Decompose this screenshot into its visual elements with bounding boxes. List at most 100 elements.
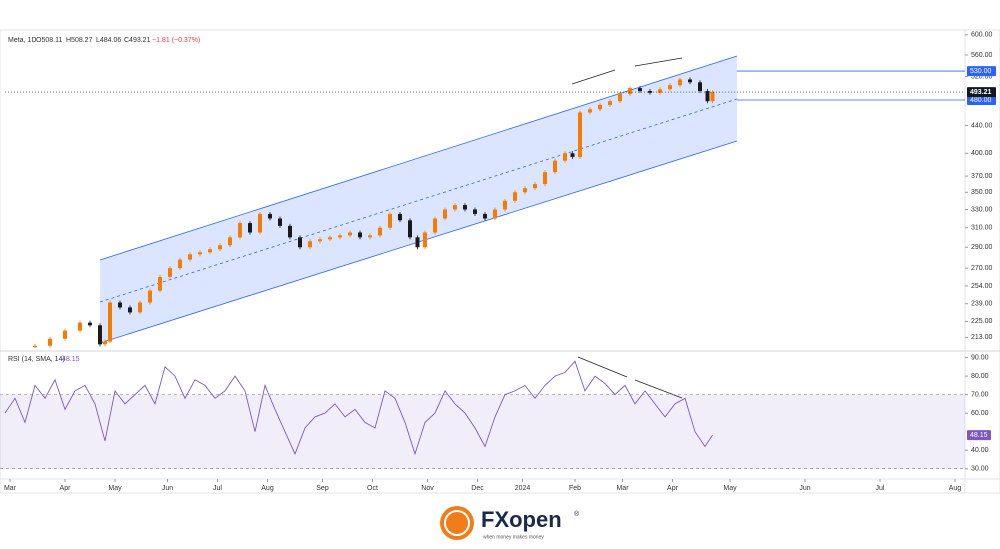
candle-body [483, 213, 487, 219]
candle-body [408, 220, 412, 238]
candle-body [198, 252, 202, 255]
y-tick-label: 370.00 [971, 173, 993, 180]
y-tick-label: 270.00 [971, 265, 993, 272]
candle-body [98, 325, 102, 345]
candle-body [178, 259, 182, 269]
level-label: 480.00 [970, 97, 992, 104]
candle-body [228, 237, 232, 246]
x-tick-label: Jul [213, 485, 222, 492]
candle-body [218, 245, 222, 250]
rsi-line [4, 360, 713, 456]
candle-body [348, 232, 352, 236]
candle-body [533, 184, 537, 189]
candle-body [33, 345, 37, 348]
candle-body [288, 225, 292, 238]
candle-body [598, 104, 602, 110]
x-tick-label: Aug [949, 485, 962, 492]
candle-body [668, 85, 672, 90]
y-tick-label: 80.00 [971, 373, 989, 380]
candle-body [308, 241, 312, 248]
y-tick-label: 213.00 [971, 334, 993, 341]
candle-body [208, 249, 212, 253]
logo-name: FXopen [481, 507, 562, 532]
y-tick-label: 254.00 [971, 283, 993, 290]
candle-body [443, 209, 447, 219]
candle-body [588, 109, 592, 113]
candle-body [318, 239, 322, 242]
candle-body [398, 213, 402, 221]
candle-body [423, 232, 427, 248]
y-tick-label: 330.00 [971, 206, 993, 213]
rsi-title: RSI (14, SMA, 14) [8, 356, 65, 363]
rsi-divergence-line [577, 356, 628, 378]
candle-body [258, 213, 262, 233]
candle-body [658, 89, 662, 93]
candle-body [368, 235, 372, 238]
candle-body [473, 209, 477, 214]
rsi-divergence-line [634, 379, 683, 399]
candle-body [358, 232, 362, 238]
candle-body [578, 112, 582, 157]
candle-body [238, 223, 242, 238]
candle-body [698, 82, 702, 92]
divergence-line [634, 57, 683, 67]
y-tick-label: 440.00 [971, 122, 993, 129]
y-tick-label: 60.00 [971, 410, 989, 417]
legend-text: Meta, 1D [8, 37, 36, 44]
candle-body [553, 160, 557, 173]
x-tick-label: Jul [876, 485, 885, 492]
last-price-box [967, 87, 996, 98]
x-tick-label: May [723, 485, 737, 492]
rsi-value: 48.15 [62, 356, 80, 363]
rsi-last-box [967, 430, 991, 441]
candle-body [705, 91, 710, 102]
candle-body [563, 153, 567, 161]
candle-body [108, 302, 112, 342]
y-tick-label: 239.00 [971, 301, 993, 308]
y-tick-label: 600.00 [971, 32, 993, 39]
candle-body [118, 302, 122, 308]
x-tick-label: 2024 [515, 485, 531, 492]
x-tick-label: Mar [4, 485, 17, 492]
candle-body [710, 92, 715, 102]
candle-body [463, 205, 467, 210]
last-price-label: 493.21 [970, 89, 992, 96]
candle-body [638, 88, 642, 92]
y-tick-label: 350.00 [971, 189, 993, 196]
logo-icon-ring [444, 510, 470, 536]
candle-body [158, 276, 162, 291]
candle-body [503, 200, 507, 210]
x-tick-label: Mar [616, 485, 629, 492]
x-tick-label: Jun [162, 485, 173, 492]
candle-body [248, 223, 252, 233]
candle-body [433, 218, 437, 233]
x-tick-label: May [108, 485, 122, 492]
candle-body [678, 79, 682, 86]
y-tick-label: 400.00 [971, 150, 993, 157]
candle-body [298, 237, 302, 248]
y-tick-label: 90.00 [971, 354, 989, 361]
level-label-box [967, 95, 996, 106]
y-tick-label: 290.00 [971, 244, 993, 251]
candle-body [268, 213, 272, 219]
y-tick-label: 30.00 [971, 466, 989, 473]
x-tick-label: Aug [261, 485, 274, 492]
chart-frame [0, 29, 1000, 494]
candle-body [148, 290, 152, 303]
candle-body [78, 322, 82, 331]
candle-body [453, 205, 457, 210]
candle-body [543, 172, 547, 185]
rsi-last-label: 48.15 [970, 432, 988, 439]
candle-body [415, 237, 420, 248]
x-tick-label: Apr [60, 485, 72, 492]
legend-text: O508.11 [36, 37, 62, 44]
candle-body [618, 93, 622, 102]
legend-text: −1.81 (−0.37%) [152, 37, 200, 44]
x-tick-label: Jun [799, 485, 810, 492]
y-tick-label: 520.00 [971, 73, 993, 80]
candle-body [688, 79, 692, 83]
candle-body [128, 307, 132, 313]
candle-body [378, 227, 382, 236]
divergence-line [571, 69, 616, 85]
candle-body [628, 88, 632, 94]
